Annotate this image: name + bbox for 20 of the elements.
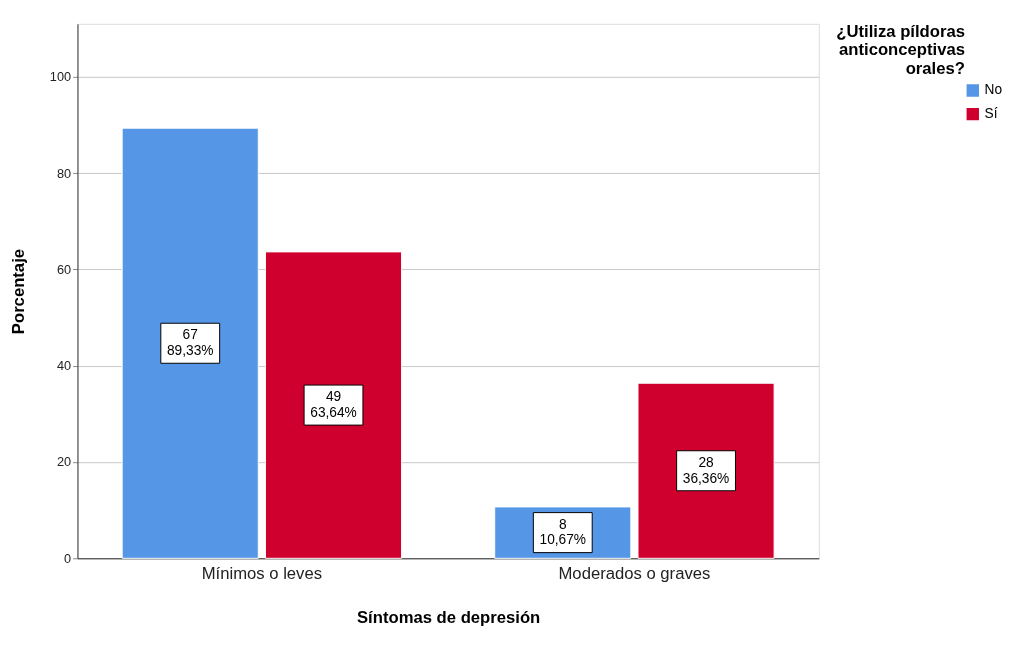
y-tick-label: 80 [56,165,72,181]
y-tick-label: 100 [49,69,72,85]
y-axis-title: Porcentaje [9,248,29,335]
bar [637,382,775,559]
y-tick-label: 0 [64,550,72,566]
y-tick-label: 20 [56,454,72,470]
data-label: 8 10,67% [539,516,587,548]
legend-title: ¿Utiliza píldoras anticonceptivas orales? [836,21,965,78]
x-tick-label: Moderados o graves [558,564,711,584]
bar [121,127,259,559]
bar [264,251,403,559]
x-tick-label: Mínimos o leves [201,564,323,584]
y-tick-label: 40 [56,358,72,374]
data-label: 49 63,64% [310,389,357,420]
data-label: 67 89,33% [166,327,214,359]
data-label: 28 36,36% [682,454,730,486]
legend-label: No [984,82,1003,98]
legend-label: Sí [984,106,998,121]
x-axis-title: Síntomas de depresión [357,607,541,627]
y-tick-label: 60 [56,261,72,277]
